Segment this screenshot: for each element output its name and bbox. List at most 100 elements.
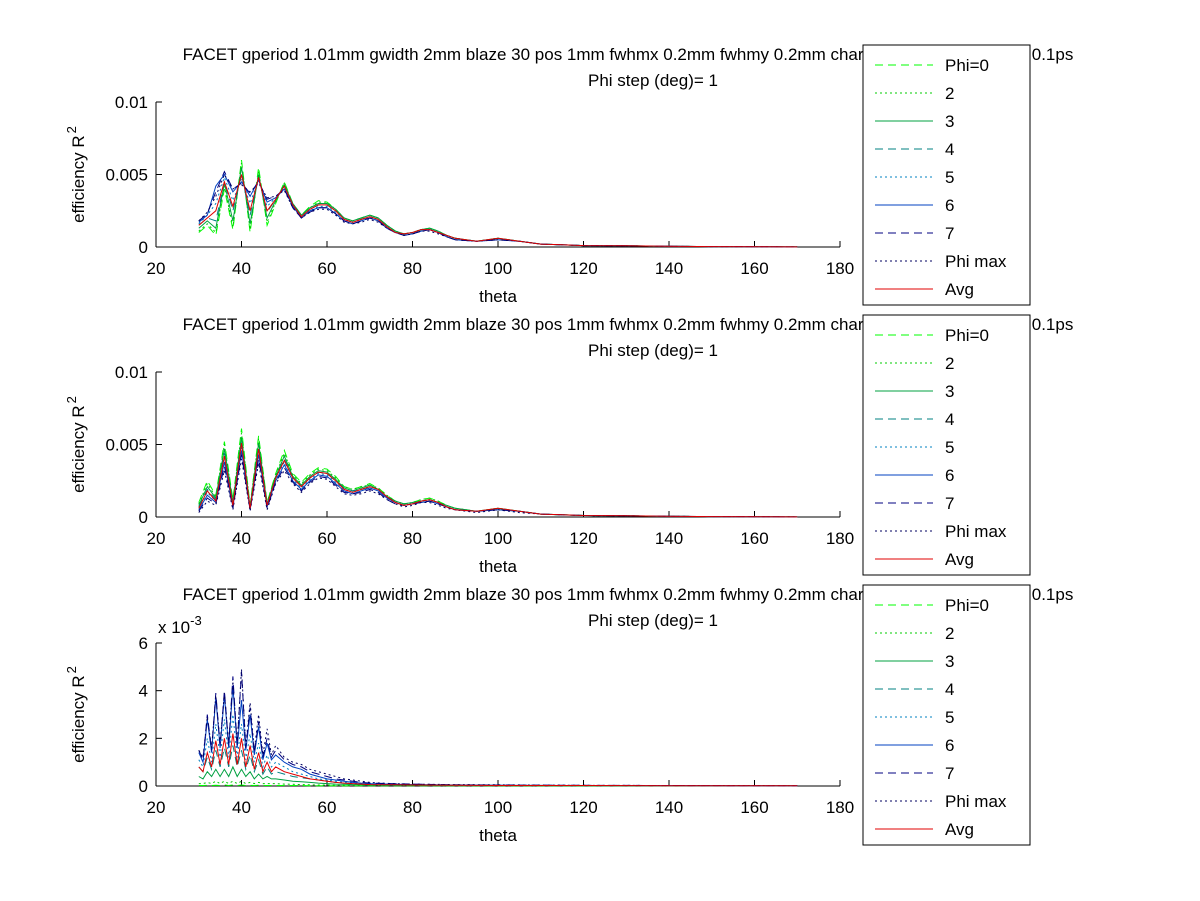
legend-label: Avg: [945, 550, 974, 569]
y-axis-label: efficiency R 2: [64, 666, 88, 763]
y-tick-label: 0.005: [105, 436, 148, 455]
x-tick-label: 60: [318, 259, 337, 278]
y-axis-multiplier-base: x 10: [158, 618, 190, 637]
x-axis-label: theta: [479, 287, 517, 306]
legend-label: 4: [945, 680, 954, 699]
x-tick-label: 180: [826, 529, 854, 548]
chart-title-line2: Phi step (deg)= 1: [588, 71, 718, 90]
y-tick-label: 0: [139, 508, 148, 527]
x-tick-label: 100: [484, 529, 512, 548]
x-tick-label: 80: [403, 798, 422, 817]
x-tick-label: 60: [318, 529, 337, 548]
y-axis-label-exponent: 2: [64, 396, 79, 403]
y-axis-label: efficiency R 2: [64, 396, 88, 493]
chart-title-line2: Phi step (deg)= 1: [588, 611, 718, 630]
x-tick-label: 40: [232, 529, 251, 548]
subplot-1: 20 40 60 80 100 120 140 160 180 0 0.005 0.01 theta ef…: [64, 44, 1074, 306]
legend-box: [862, 584, 1031, 846]
legend-label: 7: [945, 764, 954, 783]
x-tick-label: 100: [484, 259, 512, 278]
x-tick-label: 40: [232, 259, 251, 278]
y-axis-label: efficiency R 2: [64, 126, 88, 223]
y-tick-label: 0: [139, 777, 148, 796]
legend-label: 6: [945, 736, 954, 755]
legend-label: 6: [945, 196, 954, 215]
y-axis-multiplier: x 10-3: [158, 613, 202, 637]
legend-label: Phi max: [945, 522, 1007, 541]
legend-label: 2: [945, 354, 954, 373]
legend-box: [862, 314, 1031, 576]
series-line-9: [198, 733, 798, 787]
x-tick-label: 120: [569, 798, 597, 817]
y-tick-label: 6: [139, 634, 148, 653]
x-tick-label: 180: [826, 259, 854, 278]
x-tick-label: 80: [403, 259, 422, 278]
x-tick-label: 20: [147, 259, 166, 278]
legend-label: Phi=0: [945, 326, 989, 345]
chart-title-line1: FACET gperiod 1.01mm gwidth 2mm blaze 30…: [183, 315, 1074, 334]
x-tick-label: 140: [655, 798, 683, 817]
legend: Phi=0 2 3 4 5 6 7 Phi max Avg: [862, 44, 1031, 306]
x-tick-label: 20: [147, 798, 166, 817]
legend-label: Phi=0: [945, 56, 989, 75]
y-tick-label: 0.01: [115, 363, 148, 382]
y-axis-label-exponent: 2: [64, 666, 79, 673]
legend-label: Phi max: [945, 252, 1007, 271]
y-axis-label-main: efficiency R: [69, 675, 88, 763]
legend-label: 5: [945, 708, 954, 727]
legend-label: Avg: [945, 820, 974, 839]
subplot-2: 20 40 60 80 100 120 140 160 180 0 0.005 0.01 theta ef…: [64, 314, 1074, 576]
legend-label: 2: [945, 84, 954, 103]
x-tick-label: 40: [232, 798, 251, 817]
legend-label: 3: [945, 112, 954, 131]
x-axis-label: theta: [479, 826, 517, 845]
x-tick-label: 140: [655, 259, 683, 278]
y-tick-label: 0: [139, 238, 148, 257]
x-tick-label: 120: [569, 259, 597, 278]
series-line-9: [198, 443, 798, 518]
legend-label: 5: [945, 438, 954, 457]
legend-label: Phi=0: [945, 596, 989, 615]
legend: Phi=0 2 3 4 5 6 7 Phi max Avg: [862, 584, 1031, 846]
x-tick-label: 160: [740, 798, 768, 817]
y-axis-label-exponent: 2: [64, 126, 79, 133]
x-tick-label: 120: [569, 529, 597, 548]
legend-label: 6: [945, 466, 954, 485]
series-line-9: [198, 174, 798, 248]
x-tick-label: 140: [655, 529, 683, 548]
series-line-2: [198, 432, 798, 518]
legend-box: [862, 44, 1031, 306]
legend-label: Phi max: [945, 792, 1007, 811]
y-tick-label: 0.01: [115, 93, 148, 112]
y-tick-label: 2: [139, 729, 148, 748]
x-tick-label: 160: [740, 259, 768, 278]
chart-title-line1: FACET gperiod 1.01mm gwidth 2mm blaze 30…: [183, 585, 1074, 604]
legend-label: 4: [945, 410, 954, 429]
x-tick-label: 100: [484, 798, 512, 817]
x-tick-label: 20: [147, 529, 166, 548]
legend-label: 3: [945, 382, 954, 401]
subplot-3: 20 40 60 80 100 120 140 160 180 0 2 4 6 x 10-3 theta ef…: [64, 584, 1074, 846]
legend-label: 4: [945, 140, 954, 159]
y-tick-label: 0.005: [105, 166, 148, 185]
chart-title-line2: Phi step (deg)= 1: [588, 341, 718, 360]
legend-label: 3: [945, 652, 954, 671]
y-tick-label: 4: [139, 682, 148, 701]
chart-title-line1: FACET gperiod 1.01mm gwidth 2mm blaze 30…: [183, 45, 1074, 64]
legend-label: 2: [945, 624, 954, 643]
legend: Phi=0 2 3 4 5 6 7 Phi max Avg: [862, 314, 1031, 576]
x-tick-label: 180: [826, 798, 854, 817]
series-line-8: [198, 669, 798, 787]
x-tick-label: 80: [403, 529, 422, 548]
y-axis-label-main: efficiency R: [69, 135, 88, 223]
y-axis-multiplier-exponent: -3: [190, 613, 202, 628]
x-tick-label: 60: [318, 798, 337, 817]
y-axis-label-main: efficiency R: [69, 405, 88, 493]
legend-label: 7: [945, 224, 954, 243]
x-axis-label: theta: [479, 557, 517, 576]
legend-label: 5: [945, 168, 954, 187]
legend-label: 7: [945, 494, 954, 513]
series-line-5: [198, 714, 798, 787]
x-tick-label: 160: [740, 529, 768, 548]
